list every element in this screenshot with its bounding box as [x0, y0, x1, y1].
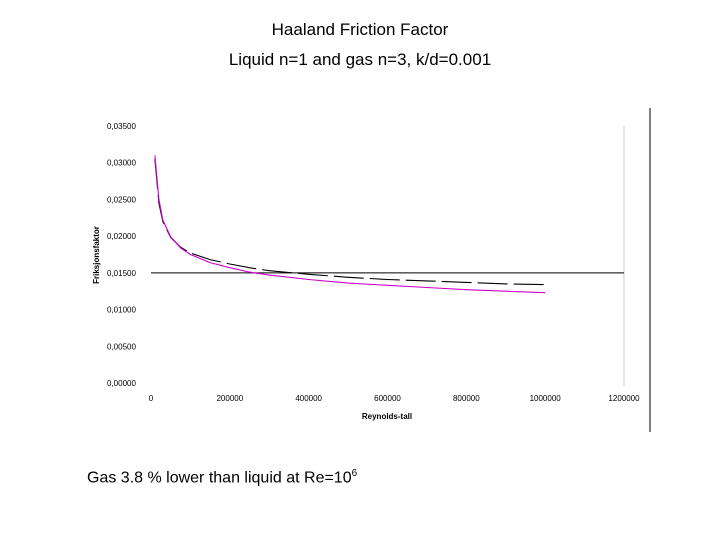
- chart-subtitle: Liquid n=1 and gas n=3, k/d=0.001: [228, 50, 492, 69]
- y-tick-label: 0,03500: [107, 122, 136, 131]
- y-tick-label: 0,02500: [107, 195, 136, 204]
- caption-text: Gas 3.8 % lower than liquid at Re=10: [87, 469, 352, 487]
- x-tick-label: 600000: [374, 394, 401, 403]
- y-tick-label: 0,01000: [107, 306, 136, 315]
- x-tick-label: 400000: [295, 394, 322, 403]
- x-tick-label: 1000000: [530, 394, 562, 403]
- series-line-liquid: [154, 158, 546, 286]
- x-axis-label: Reynolds-tall: [362, 412, 412, 421]
- y-tick-label: 0,01500: [107, 269, 136, 278]
- x-tick-label: 0: [149, 394, 154, 403]
- caption: Gas 3.8 % lower than liquid at Re=106: [87, 468, 357, 487]
- caption-exponent: 6: [351, 468, 358, 479]
- chart-title: Haaland Friction Factor: [271, 20, 449, 39]
- y-tick-label: 0,03000: [107, 159, 136, 168]
- x-tick-label: 200000: [216, 394, 243, 403]
- y-tick-label: 0,00500: [107, 342, 136, 351]
- y-tick-label: 0,00000: [107, 379, 136, 388]
- x-tick-label: 800000: [453, 394, 480, 403]
- y-axis-label: Friksjonsfaktor: [92, 226, 101, 284]
- series-line-gas: [154, 155, 546, 294]
- x-tick-label: 1200000: [608, 394, 640, 403]
- y-tick-label: 0,02000: [107, 232, 136, 241]
- plot-frame: [623, 108, 651, 432]
